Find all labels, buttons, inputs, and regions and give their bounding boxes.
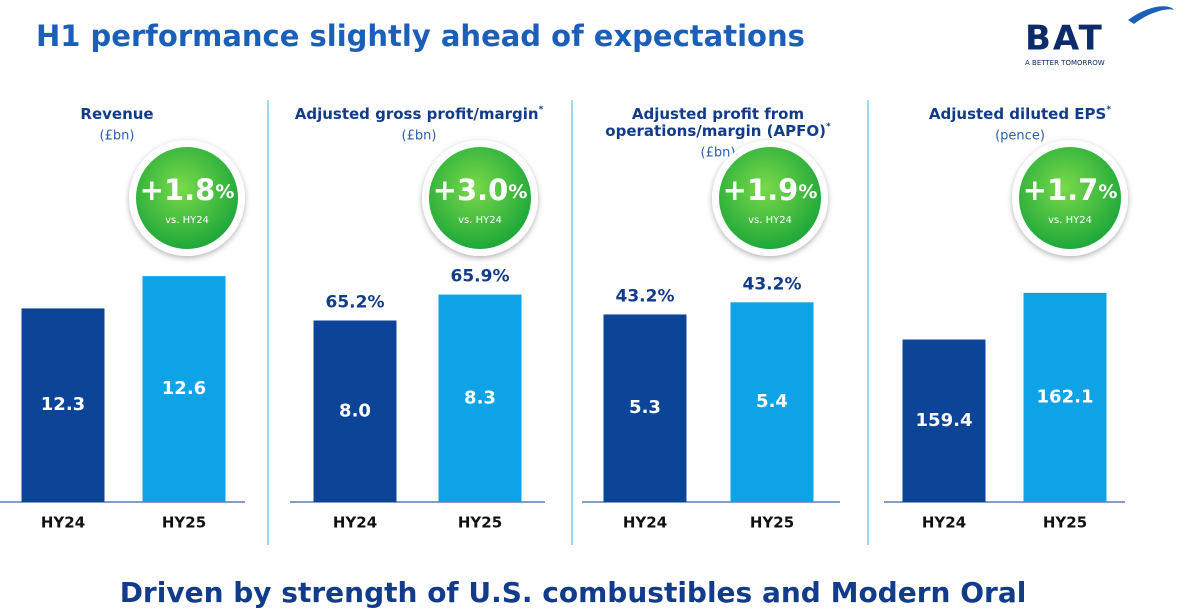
- value-label: 5.3: [629, 397, 661, 418]
- x-tick-label: HY24: [41, 514, 85, 532]
- x-tick-label: HY25: [1043, 514, 1087, 532]
- growth-label: +1.8: [140, 173, 216, 207]
- growth-label: +3.0: [433, 173, 509, 207]
- x-tick-label: HY25: [750, 514, 794, 532]
- title-mark: *: [539, 105, 544, 115]
- x-tick-label: HY24: [623, 514, 667, 532]
- growth-note: vs. HY24: [458, 215, 502, 226]
- panel-subtitle: (£bn): [100, 129, 135, 144]
- panel-title-line: operations/margin (APFO): [605, 122, 826, 140]
- panel-title-line: Adjusted profit from: [632, 105, 804, 123]
- growth-badge: [719, 147, 821, 249]
- slide-title: H1 performance slightly ahead of expecta…: [36, 19, 805, 53]
- bar: [603, 314, 687, 502]
- value-label: 162.1: [1037, 386, 1094, 407]
- growth-value: +1.8%: [140, 173, 235, 207]
- growth-badge: [136, 147, 238, 249]
- panel-title: Revenue: [80, 105, 153, 123]
- panel-subtitle: (pence): [995, 129, 1045, 144]
- bar: [438, 294, 522, 502]
- bar: [21, 308, 105, 502]
- growth-label: +1.9: [723, 173, 799, 207]
- value-label: 159.4: [916, 410, 973, 431]
- panel-title-line: Adjusted gross profit/margin: [295, 105, 539, 123]
- logo-tagline: A BETTER TOMORROW: [1025, 59, 1105, 67]
- bar: [313, 320, 397, 502]
- growth-unit: %: [508, 181, 527, 203]
- panel-subtitle: (£bn): [402, 129, 437, 144]
- value-label: 8.3: [464, 387, 496, 408]
- panel-title-line: Adjusted diluted EPS: [929, 105, 1106, 123]
- margin-label: 43.2%: [743, 274, 802, 294]
- growth-value: +1.7%: [1023, 173, 1118, 207]
- growth-unit: %: [798, 181, 817, 203]
- growth-value: +1.9%: [723, 173, 818, 207]
- growth-unit: %: [215, 181, 234, 203]
- logo-name: BAT: [1025, 19, 1104, 59]
- x-tick-label: HY25: [162, 514, 206, 532]
- panel-title: Adjusted diluted EPS*: [929, 105, 1111, 123]
- growth-badge: [429, 147, 531, 249]
- value-label: 12.3: [41, 394, 85, 415]
- panel-title: Adjusted gross profit/margin*: [295, 105, 544, 123]
- bar: [730, 302, 814, 502]
- logo-swoosh: [1128, 6, 1174, 24]
- title-mark: *: [826, 122, 831, 132]
- panel-title: Adjusted profit from: [632, 105, 804, 123]
- growth-value: +3.0%: [433, 173, 528, 207]
- panel-title: operations/margin (APFO)*: [605, 122, 831, 140]
- growth-note: vs. HY24: [1048, 215, 1092, 226]
- margin-label: 65.9%: [451, 267, 510, 287]
- bar: [1023, 292, 1107, 502]
- growth-label: +1.7: [1023, 173, 1099, 207]
- x-tick-label: HY25: [458, 514, 502, 532]
- value-label: 5.4: [756, 391, 788, 412]
- panel-subtitle: (£bn): [701, 146, 736, 161]
- title-mark: *: [1106, 105, 1111, 115]
- x-tick-label: HY24: [333, 514, 377, 532]
- margin-label: 43.2%: [616, 286, 675, 306]
- value-label: 8.0: [339, 400, 371, 421]
- growth-note: vs. HY24: [748, 215, 792, 226]
- panel-title-line: Revenue: [80, 105, 153, 123]
- growth-note: vs. HY24: [165, 215, 209, 226]
- value-label: 12.6: [162, 378, 206, 399]
- footer: Driven by strength of U.S. combustibles …: [120, 576, 1027, 609]
- x-tick-label: HY24: [922, 514, 966, 532]
- margin-label: 65.2%: [326, 293, 385, 313]
- bar: [902, 339, 986, 502]
- bar: [142, 276, 226, 502]
- growth-badge: [1019, 147, 1121, 249]
- growth-unit: %: [1098, 181, 1117, 203]
